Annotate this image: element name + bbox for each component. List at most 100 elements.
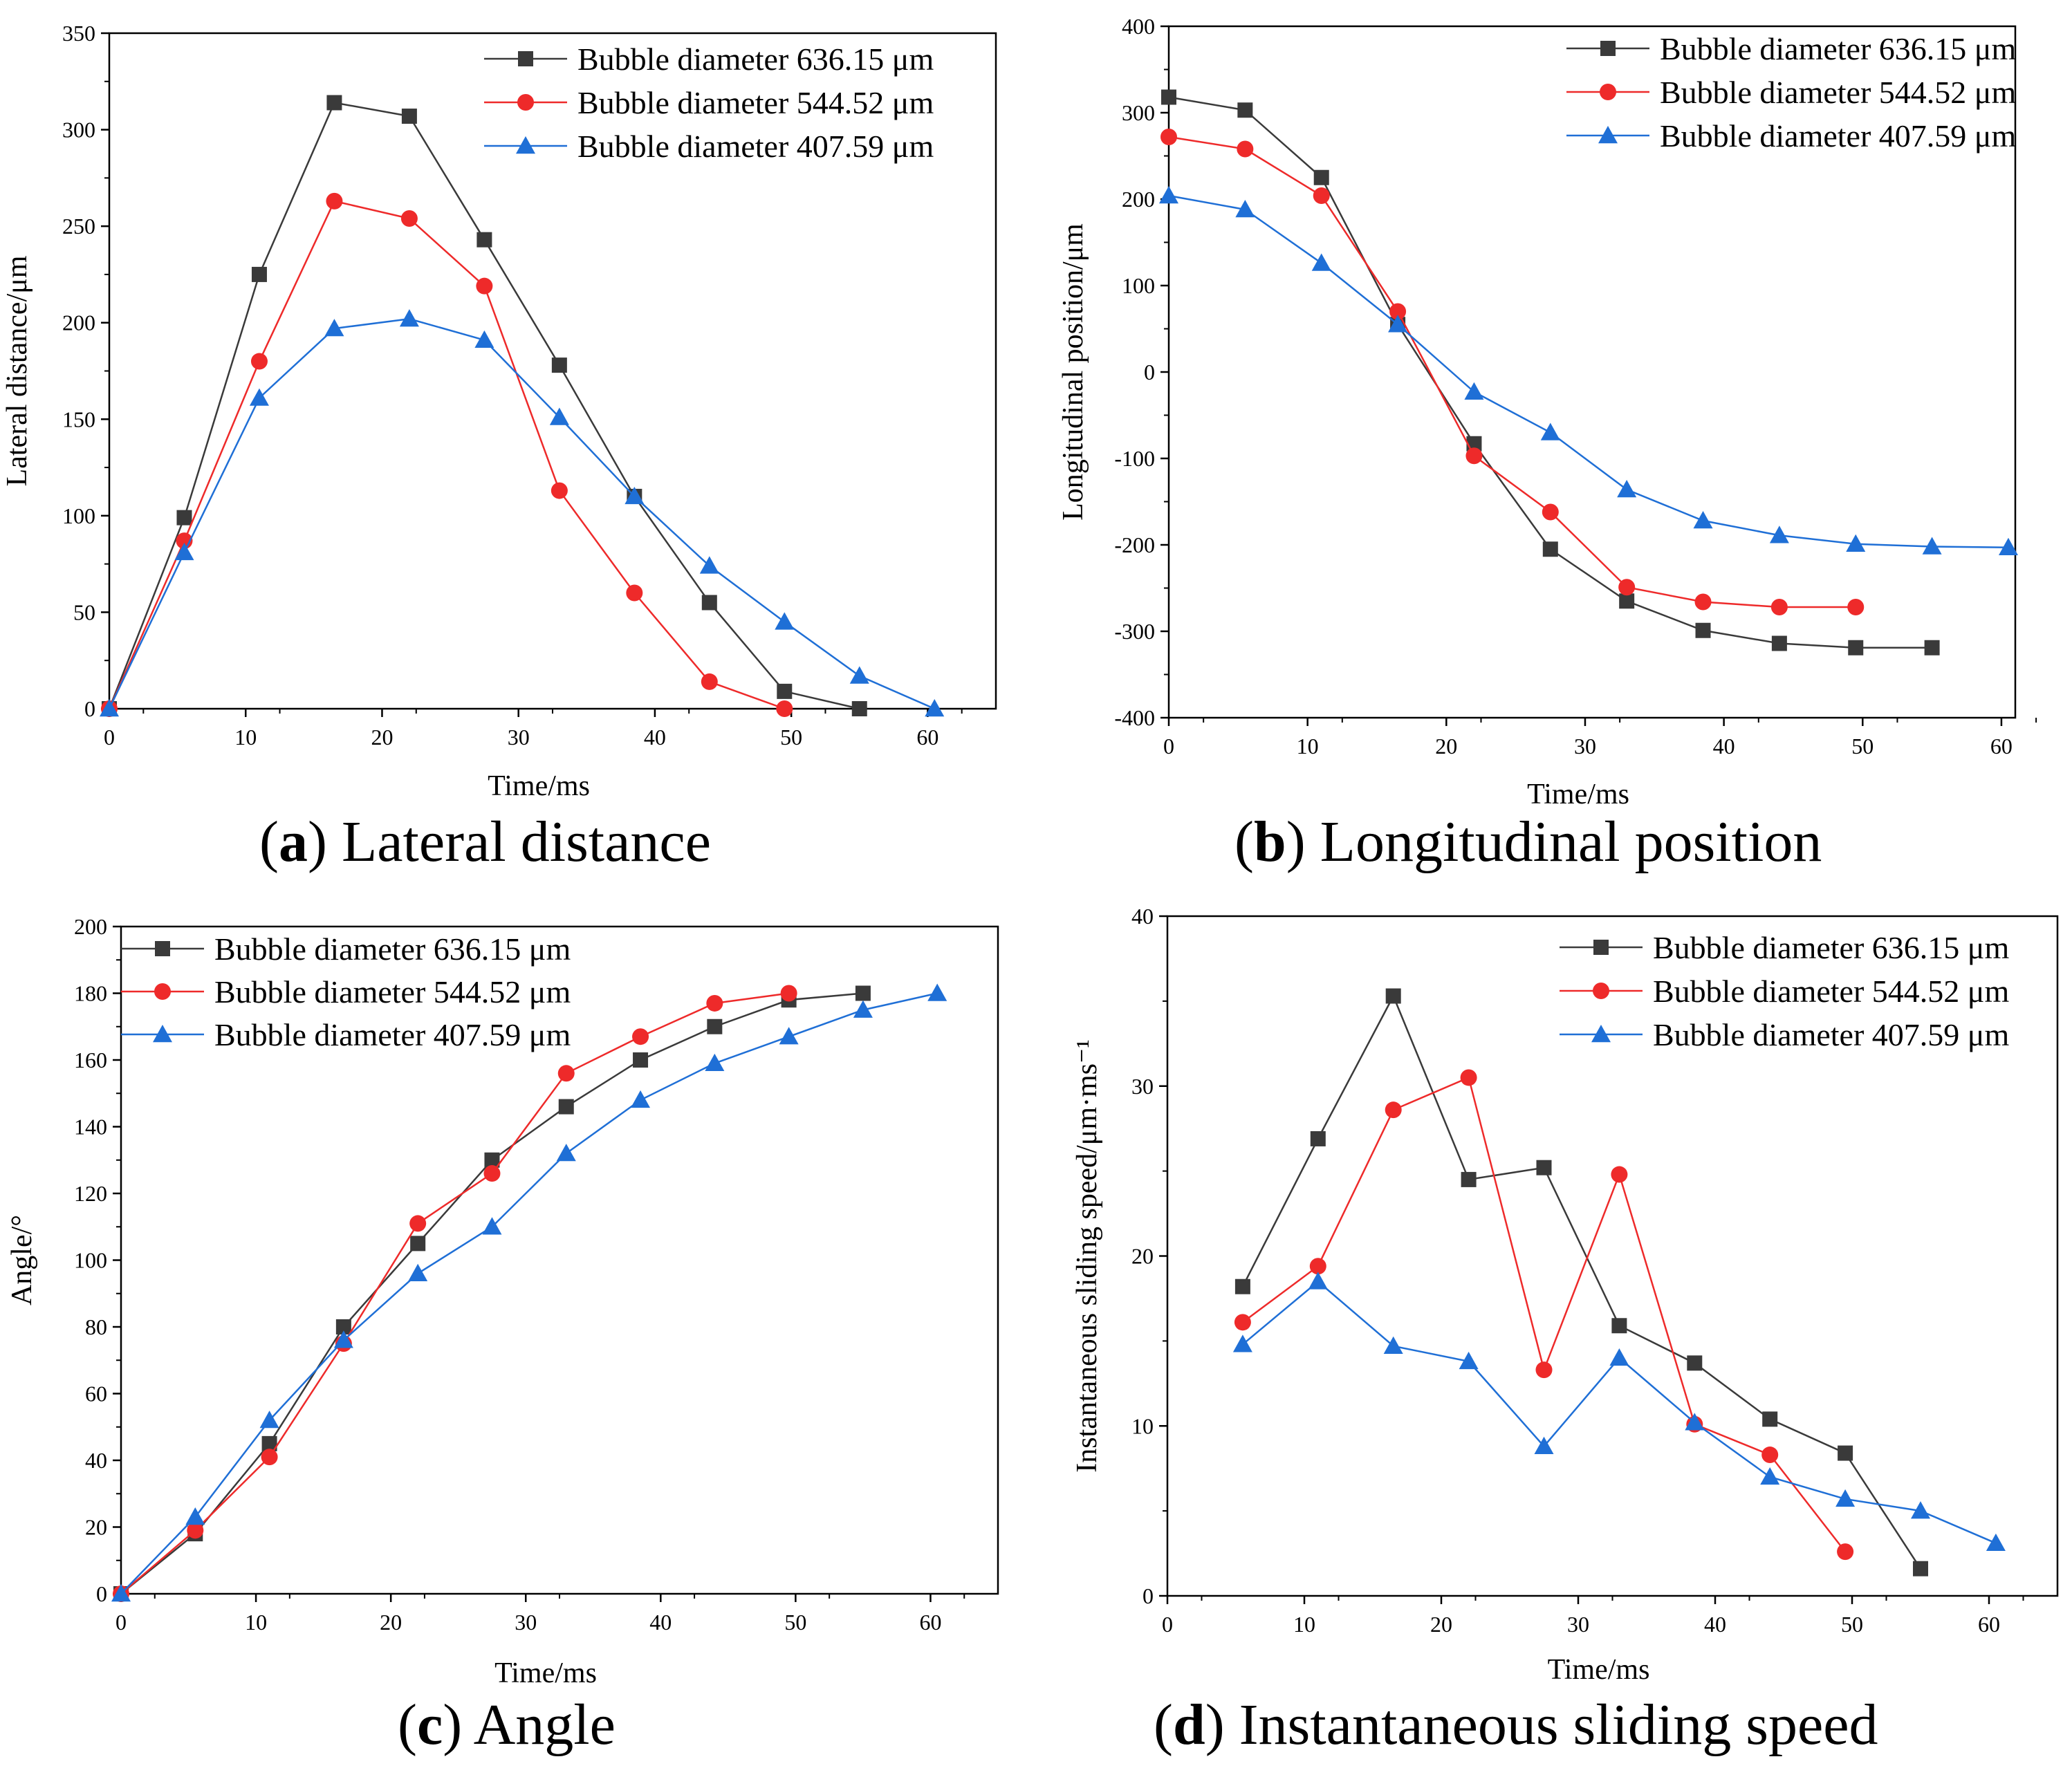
legend-marker xyxy=(1598,126,1618,144)
data-point xyxy=(1848,640,1864,655)
data-point xyxy=(1693,511,1713,529)
data-point xyxy=(1913,1561,1928,1576)
x-axis-label: Time/ms xyxy=(488,770,590,802)
x-tick-label: 60 xyxy=(1978,1612,2000,1637)
data-point xyxy=(1313,187,1330,204)
legend-label: Bubble diameter 544.52 μm xyxy=(1660,75,2016,110)
data-point xyxy=(251,266,267,282)
data-point xyxy=(1835,1489,1856,1507)
legend-label: Bubble diameter 407.59 μm xyxy=(1653,1017,2009,1052)
data-point xyxy=(1232,1334,1252,1352)
data-point xyxy=(701,673,718,690)
data-point xyxy=(1762,1411,1778,1427)
legend-marker xyxy=(1591,1025,1611,1043)
data-point xyxy=(1685,1413,1705,1431)
data-point xyxy=(249,388,269,406)
legend-marker xyxy=(516,136,535,154)
series-1 xyxy=(1161,89,1940,655)
data-point xyxy=(1237,102,1253,118)
data-point xyxy=(1234,1314,1251,1331)
y-tick-label: -200 xyxy=(1114,532,1155,557)
data-point xyxy=(849,666,869,684)
data-point xyxy=(775,612,795,630)
y-tick-label: 100 xyxy=(62,503,95,528)
y-tick-label: 0 xyxy=(1144,360,1155,384)
data-point xyxy=(1313,169,1329,185)
x-tick-label: 30 xyxy=(1574,734,1596,759)
data-point xyxy=(484,1152,500,1168)
data-point xyxy=(855,985,871,1001)
legend-marker xyxy=(1593,983,1609,999)
y-tick-label: 20 xyxy=(85,1515,107,1540)
x-axis-label: Time/ms xyxy=(1527,779,1629,810)
series-1 xyxy=(102,95,867,716)
y-tick-label: 200 xyxy=(74,914,107,939)
data-point xyxy=(474,330,494,348)
y-tick-label: 300 xyxy=(62,118,95,142)
data-point xyxy=(633,1052,649,1068)
legend-label: Bubble diameter 407.59 μm xyxy=(214,1017,571,1052)
data-point xyxy=(1465,447,1483,465)
series-2 xyxy=(1234,1069,1854,1561)
data-point xyxy=(558,1099,574,1115)
data-point xyxy=(261,1435,277,1451)
data-point xyxy=(851,701,867,716)
data-point xyxy=(250,353,268,370)
legend-marker xyxy=(517,94,534,111)
series-2 xyxy=(1160,129,1865,615)
y-tick-label: 180 xyxy=(74,981,107,1006)
data-point xyxy=(1535,1361,1553,1379)
data-point xyxy=(853,1000,873,1018)
y-tick-label: 10 xyxy=(1131,1413,1154,1438)
x-tick-label: 50 xyxy=(1841,1612,1863,1637)
y-tick-label: 40 xyxy=(85,1448,107,1473)
data-point xyxy=(1464,382,1484,400)
y-axis-label: Longitudinal position/μm xyxy=(1057,223,1089,521)
y-tick-label: 300 xyxy=(1122,100,1155,125)
panel-caption: (c) Angle xyxy=(398,1693,616,1757)
x-tick-label: 60 xyxy=(919,1610,941,1635)
chart-panel-d: 0 10 20 30 40 50 60 0 10 20 30 40 Time/ms Instantaneo… xyxy=(1071,904,2059,1757)
data-point xyxy=(706,994,723,1012)
data-point xyxy=(632,1028,649,1045)
data-point xyxy=(100,699,119,717)
data-point xyxy=(1837,1543,1854,1561)
data-point xyxy=(1385,988,1401,1004)
series-line xyxy=(1242,1076,1847,1552)
data-point xyxy=(326,192,343,210)
y-tick-label: 200 xyxy=(1122,187,1155,212)
data-point xyxy=(557,1065,575,1082)
data-point xyxy=(1540,422,1560,440)
data-point xyxy=(1769,525,1789,543)
data-point xyxy=(1536,1160,1552,1175)
y-tick-label: -300 xyxy=(1114,619,1155,644)
y-tick-label: 120 xyxy=(74,1181,107,1206)
series-line xyxy=(120,992,789,1594)
data-point xyxy=(1542,541,1558,557)
legend-label: Bubble diameter 407.59 μm xyxy=(577,129,934,164)
x-tick-label: 60 xyxy=(1990,734,2013,759)
x-tick-label: 20 xyxy=(1430,1612,1452,1637)
data-point xyxy=(410,1236,426,1252)
y-axis-label: Lateral distance/μm xyxy=(1,255,33,486)
panel-caption: (a) Lateral distance xyxy=(259,810,711,874)
legend: Bubble diameter 636.15 μm Bubble diameter… xyxy=(1560,930,2009,1052)
series-line xyxy=(1168,136,1856,608)
data-point xyxy=(701,595,717,611)
data-point xyxy=(1771,635,1787,651)
data-point xyxy=(1160,129,1177,145)
data-point xyxy=(626,584,643,602)
data-point xyxy=(482,1217,502,1235)
x-tick-label: 10 xyxy=(245,1610,267,1635)
data-point xyxy=(476,277,493,295)
y-tick-label: 60 xyxy=(85,1382,107,1406)
series-line xyxy=(108,317,935,710)
data-point xyxy=(1159,186,1178,204)
chart-panel-c: 0 10 20 30 40 50 60 0 20 40 60 80 100 120 140 160 180 200… xyxy=(6,914,999,1757)
data-point xyxy=(1687,1355,1703,1371)
series-3 xyxy=(111,983,947,1602)
y-tick-label: 200 xyxy=(62,310,95,335)
data-point xyxy=(259,1411,279,1429)
data-point xyxy=(1924,640,1940,655)
